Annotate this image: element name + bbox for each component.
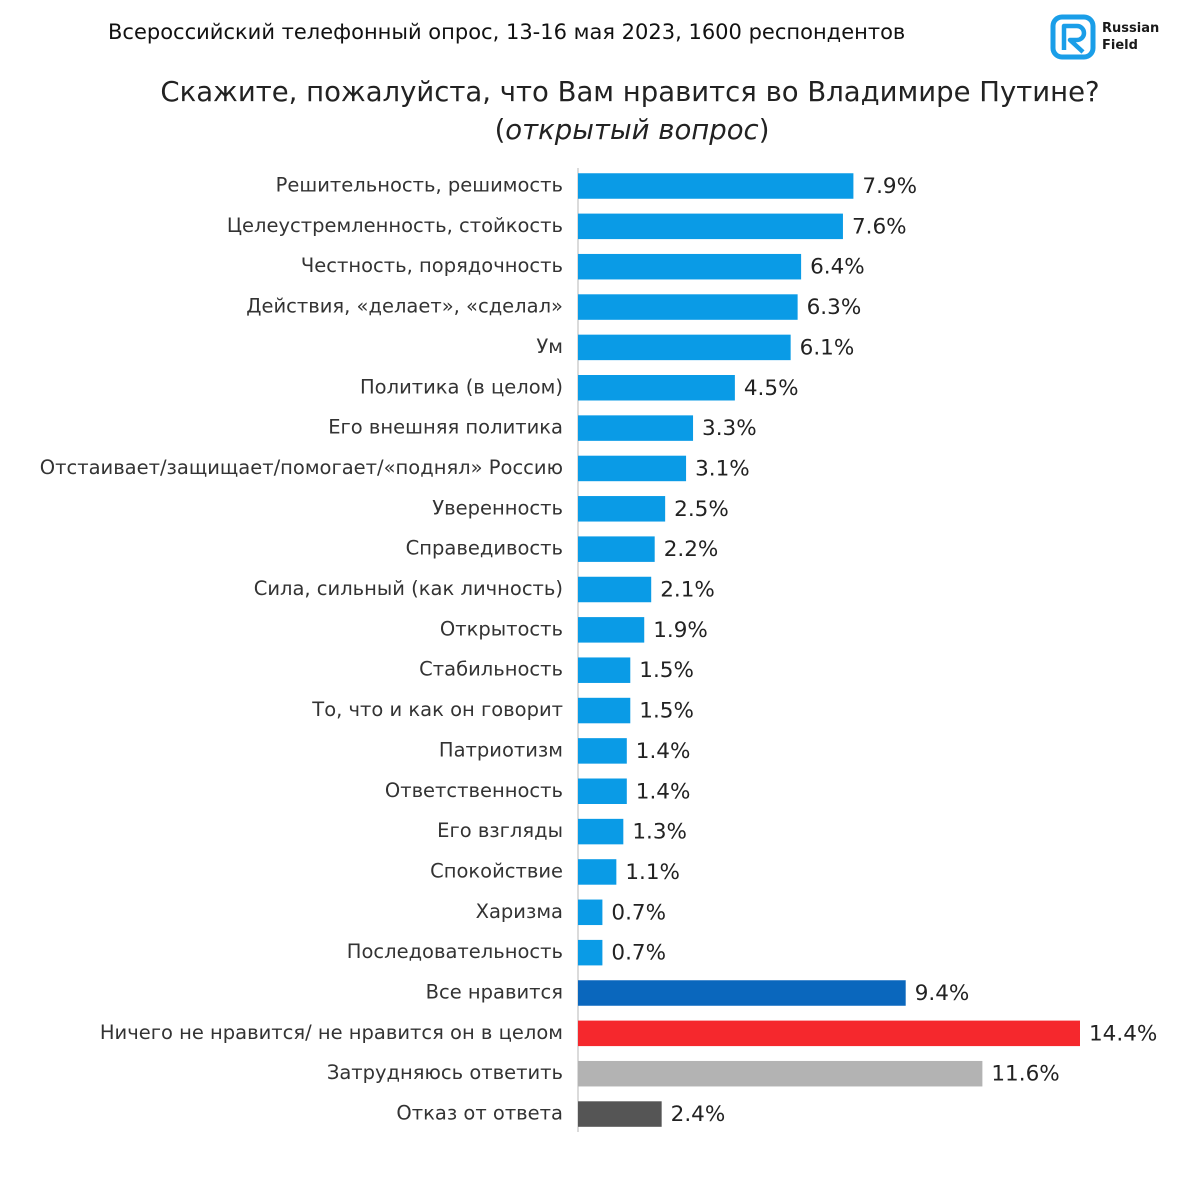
category-label: Ничего не нравится/ не нравится он в цел… [100,1021,563,1044]
bar [578,173,854,199]
value-label: 1.4% [636,779,691,804]
value-label: 6.1% [800,335,855,360]
category-label: Последовательность [347,940,563,963]
bar [578,738,627,764]
category-label: Ум [536,335,563,358]
survey-header: Всероссийский телефонный опрос, 13-16 ма… [108,20,906,44]
russian-field-logo: Russian Field [1050,14,1170,64]
value-label: 0.7% [611,941,666,966]
bar [578,657,631,683]
category-label: Уверенность [432,496,563,519]
value-label: 1.3% [632,820,687,845]
subtitle-close-paren: ) [758,114,770,146]
category-label: Отстаивает/защищает/помогает/«поднял» Ро… [40,456,563,479]
chart-subtitle: (открытый вопрос) [0,114,1200,146]
value-label: 2.1% [660,578,715,603]
bar [578,415,694,441]
russian-field-logo-icon [1050,14,1096,60]
bar [578,334,791,361]
bar [578,375,735,401]
value-label: 4.5% [744,376,799,401]
value-label: 1.1% [625,860,680,885]
value-label: 0.7% [611,900,666,925]
value-label: 1.5% [639,658,694,683]
category-label: Открытость [440,617,563,640]
category-label: То, что и как он говорит [311,698,563,721]
value-label: 7.6% [852,214,907,239]
value-label: 1.4% [636,739,691,764]
category-label: Ответственность [385,779,563,802]
category-label: Стабильность [419,658,563,681]
value-label: 3.1% [695,456,750,481]
category-label: Целеустремленность, стойкость [227,214,563,237]
logo-text-line2: Field [1102,38,1138,53]
category-label: Спокойствие [430,859,563,882]
category-label: Сила, сильный (как личность) [254,577,563,600]
category-label: Справедивость [406,537,563,560]
bar [578,1101,662,1127]
category-label: Честность, порядочность [301,254,563,277]
bar [578,778,627,804]
bar [578,455,687,482]
category-label: Его внешняя политика [328,416,563,439]
value-label: 6.4% [810,255,865,280]
bar [578,294,798,320]
bar [578,1020,1080,1047]
value-label: 1.5% [639,699,694,724]
bar [578,818,624,845]
category-label: Его взгляды [437,819,563,842]
value-label: 6.3% [807,295,862,320]
category-label: Патриотизм [439,738,563,761]
value-label: 3.3% [702,416,757,441]
subtitle-open-paren: ( [494,114,506,146]
bar [578,899,603,926]
value-label: 2.4% [671,1102,726,1127]
category-label: Политика (в целом) [360,375,563,398]
value-label: 14.4% [1089,1021,1157,1046]
chart-title: Скажите, пожалуйста, что Вам нравится во… [160,76,1100,108]
category-label: Действия, «делает», «сделал» [246,295,563,318]
bar [578,939,603,966]
category-label: Затрудняюсь ответить [327,1061,563,1084]
category-label: Отказ от ответа [396,1102,563,1125]
value-label: 2.5% [674,497,729,522]
bar [578,253,802,280]
value-label: 9.4% [915,981,970,1006]
value-label: 2.2% [664,537,719,562]
value-label: 1.9% [653,618,708,643]
bar [578,859,617,885]
bar [578,496,666,522]
bar [578,697,631,724]
subtitle-italic: открытый вопрос [505,114,759,146]
bar [578,576,652,603]
category-label: Харизма [476,900,563,923]
bar [578,617,645,643]
logo-text-line1: Russian [1102,21,1160,36]
bar [578,980,906,1006]
category-label: Все нравится [426,981,563,1004]
bar [578,536,655,562]
value-label: 11.6% [991,1062,1059,1087]
bar [578,1060,983,1087]
bar [578,213,843,240]
value-label: 7.9% [862,174,917,199]
category-label: Решительность, решимость [276,174,563,197]
